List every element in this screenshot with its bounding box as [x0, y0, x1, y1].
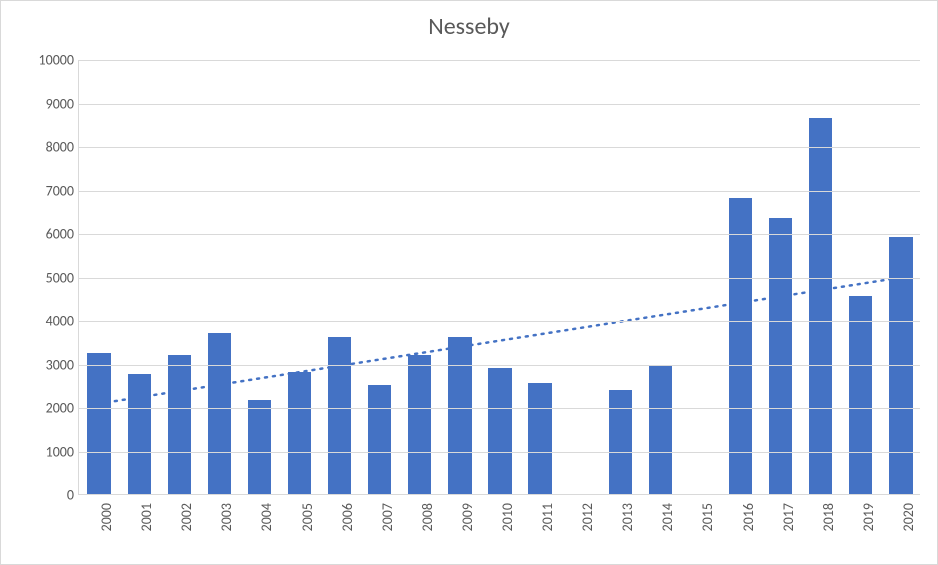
- x-tick-label: 2006: [339, 503, 356, 531]
- y-tick-label: 1000: [4, 443, 74, 460]
- bar: [208, 333, 231, 494]
- bar: [488, 368, 511, 494]
- gridline: [79, 147, 920, 148]
- gridline: [79, 365, 920, 366]
- x-tick-label: 2010: [499, 503, 516, 531]
- bar: [128, 374, 151, 494]
- y-tick-label: 10000: [4, 52, 74, 69]
- y-tick-label: 2000: [4, 400, 74, 417]
- y-axis-labels: 0100020003000400050006000700080009000100…: [0, 60, 78, 495]
- y-tick-label: 6000: [4, 226, 74, 243]
- x-tick-label: 2007: [379, 503, 396, 531]
- chart-container: Nesseby 0 1000 2000 3000 4000 5000 6000 7000 800…: [0, 0, 938, 565]
- x-tick-label: 2019: [860, 503, 877, 531]
- gridline: [79, 104, 920, 105]
- x-tick-label: 2016: [740, 503, 757, 531]
- x-tick-label: 2003: [218, 503, 235, 531]
- x-tick-label: 2004: [258, 503, 275, 531]
- gridline: [79, 408, 920, 409]
- y-tick-label: 0: [4, 487, 74, 504]
- gridline: [79, 191, 920, 192]
- bar: [288, 372, 311, 494]
- bar: [649, 366, 672, 494]
- x-tick-label: 2011: [539, 503, 556, 531]
- gridline: [79, 234, 920, 235]
- x-tick-label: 2012: [579, 503, 596, 531]
- bar: [849, 296, 872, 494]
- bar: [809, 118, 832, 494]
- y-tick-label: 7000: [4, 182, 74, 199]
- bar: [87, 353, 110, 494]
- x-tick-label: 2001: [138, 503, 155, 531]
- gridline: [79, 452, 920, 453]
- bar: [168, 355, 191, 494]
- y-tick-label: 3000: [4, 356, 74, 373]
- gridline: [79, 60, 920, 61]
- x-tick-label: 2015: [699, 503, 716, 531]
- bar: [609, 390, 632, 494]
- bar: [889, 237, 912, 494]
- bar: [248, 400, 271, 494]
- bar: [729, 198, 752, 494]
- bar: [528, 383, 551, 494]
- plot-area: [78, 60, 920, 495]
- x-tick-label: 2013: [619, 503, 636, 531]
- bar: [448, 337, 471, 494]
- bar: [408, 355, 431, 494]
- x-tick-label: 2000: [98, 503, 115, 531]
- x-tick-label: 2017: [780, 503, 797, 531]
- x-tick-label: 2018: [820, 503, 837, 531]
- x-tick-label: 2014: [659, 503, 676, 531]
- bar: [328, 337, 351, 494]
- gridline: [79, 278, 920, 279]
- gridline: [79, 321, 920, 322]
- y-tick-label: 5000: [4, 269, 74, 286]
- bar: [368, 385, 391, 494]
- x-tick-label: 2009: [459, 503, 476, 531]
- y-tick-label: 4000: [4, 313, 74, 330]
- chart-title: Nesseby: [0, 12, 938, 41]
- y-tick-label: 9000: [4, 95, 74, 112]
- x-tick-label: 2005: [299, 503, 316, 531]
- x-tick-label: 2008: [419, 503, 436, 531]
- y-tick-label: 8000: [4, 139, 74, 156]
- x-tick-label: 2020: [900, 503, 917, 531]
- x-tick-label: 2002: [178, 503, 195, 531]
- bar: [769, 218, 792, 494]
- x-axis-labels: 2000 2001 2002 2003 2004 2005 2006 2007 2008 2009…: [78, 503, 920, 565]
